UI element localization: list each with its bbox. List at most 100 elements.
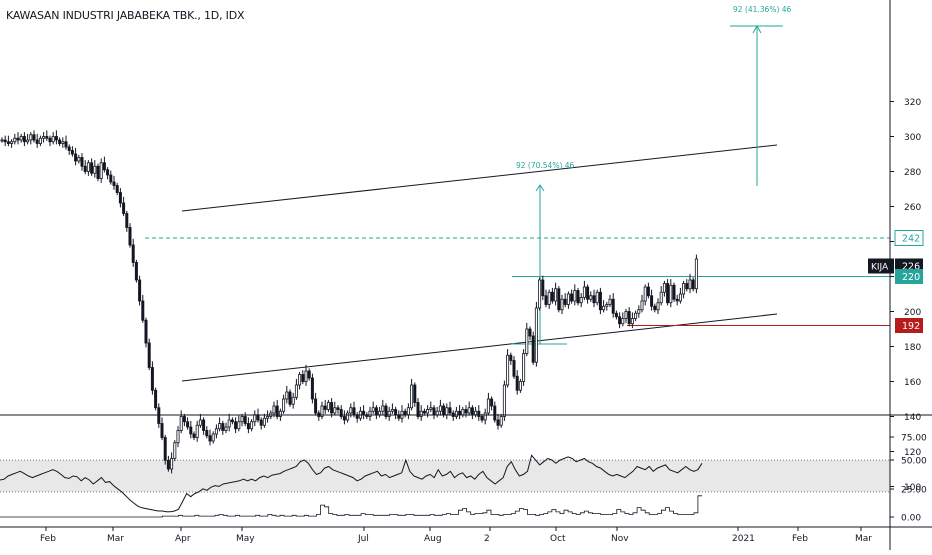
- candle[interactable]: [310, 377, 314, 400]
- candle[interactable]: [608, 298, 612, 305]
- candle[interactable]: [611, 298, 615, 314]
- candle[interactable]: [294, 384, 298, 398]
- candle[interactable]: [125, 213, 129, 228]
- candle[interactable]: [429, 407, 433, 410]
- candle[interactable]: [618, 316, 622, 325]
- candle[interactable]: [538, 279, 542, 309]
- candle[interactable]: [403, 410, 407, 416]
- candle[interactable]: [205, 430, 209, 437]
- candle[interactable]: [490, 398, 494, 407]
- candle[interactable]: [102, 162, 106, 171]
- candle[interactable]: [246, 423, 250, 430]
- candle[interactable]: [384, 405, 388, 417]
- candle[interactable]: [640, 300, 644, 311]
- candle[interactable]: [493, 405, 497, 421]
- candle[interactable]: [602, 305, 606, 311]
- candle[interactable]: [352, 407, 356, 416]
- candle[interactable]: [128, 227, 132, 246]
- candle[interactable]: [214, 428, 218, 435]
- candle[interactable]: [48, 137, 52, 143]
- candle[interactable]: [131, 244, 135, 263]
- candle[interactable]: [422, 410, 426, 414]
- candle[interactable]: [115, 185, 119, 193]
- candle[interactable]: [314, 398, 318, 414]
- candle[interactable]: [678, 293, 682, 302]
- candle[interactable]: [266, 416, 270, 419]
- candle[interactable]: [362, 410, 366, 416]
- candle[interactable]: [16, 137, 20, 141]
- candle[interactable]: [621, 318, 625, 325]
- candle[interactable]: [442, 405, 446, 416]
- candle[interactable]: [112, 181, 116, 186]
- candle[interactable]: [304, 370, 308, 382]
- candle[interactable]: [3, 139, 7, 143]
- candle[interactable]: [32, 134, 36, 141]
- candle[interactable]: [688, 279, 692, 290]
- candle[interactable]: [589, 295, 593, 300]
- candle[interactable]: [432, 407, 436, 416]
- candle[interactable]: [173, 442, 177, 459]
- candle[interactable]: [480, 416, 484, 421]
- candle[interactable]: [240, 416, 244, 423]
- candle[interactable]: [656, 302, 660, 311]
- candle[interactable]: [374, 407, 378, 416]
- candle[interactable]: [387, 410, 391, 417]
- candle[interactable]: [150, 367, 154, 391]
- candle[interactable]: [272, 405, 276, 414]
- candle[interactable]: [22, 136, 26, 143]
- candle[interactable]: [637, 309, 641, 314]
- candle[interactable]: [342, 416, 346, 421]
- candle[interactable]: [70, 150, 74, 155]
- candle[interactable]: [307, 370, 311, 379]
- candle[interactable]: [544, 295, 548, 305]
- candle[interactable]: [448, 407, 452, 414]
- candle[interactable]: [61, 141, 65, 144]
- candle[interactable]: [467, 407, 471, 414]
- candle[interactable]: [243, 416, 247, 424]
- candle[interactable]: [288, 391, 292, 405]
- candle[interactable]: [413, 384, 417, 403]
- candle[interactable]: [259, 419, 263, 426]
- candle[interactable]: [563, 298, 567, 305]
- candle[interactable]: [570, 293, 574, 302]
- candle[interactable]: [669, 284, 673, 304]
- candle[interactable]: [534, 307, 538, 363]
- candle[interactable]: [560, 298, 564, 311]
- candle[interactable]: [256, 414, 260, 421]
- candle[interactable]: [320, 405, 324, 417]
- candle[interactable]: [438, 405, 442, 412]
- candle[interactable]: [77, 157, 81, 162]
- candle[interactable]: [29, 134, 33, 141]
- candle[interactable]: [333, 407, 337, 414]
- candle[interactable]: [141, 300, 145, 321]
- candle[interactable]: [182, 416, 186, 423]
- candle[interactable]: [10, 141, 14, 144]
- candle[interactable]: [579, 297, 583, 304]
- candle[interactable]: [330, 402, 334, 414]
- candle[interactable]: [278, 410, 282, 417]
- candle[interactable]: [694, 258, 698, 290]
- candle[interactable]: [291, 396, 295, 405]
- candle[interactable]: [237, 421, 241, 430]
- candle[interactable]: [675, 298, 679, 302]
- candle[interactable]: [381, 405, 385, 412]
- candle[interactable]: [426, 409, 430, 414]
- candle[interactable]: [515, 375, 519, 391]
- candle[interactable]: [122, 202, 126, 214]
- candle[interactable]: [51, 136, 55, 143]
- candle[interactable]: [646, 286, 650, 297]
- candle[interactable]: [198, 419, 202, 426]
- candle[interactable]: [662, 283, 666, 293]
- candle[interactable]: [58, 139, 62, 144]
- candle[interactable]: [93, 165, 97, 174]
- candle[interactable]: [458, 410, 462, 416]
- candle[interactable]: [179, 416, 183, 431]
- candle[interactable]: [531, 335, 535, 363]
- candle[interactable]: [502, 384, 506, 417]
- candle[interactable]: [282, 398, 286, 412]
- candle[interactable]: [595, 291, 599, 304]
- candle[interactable]: [99, 162, 103, 179]
- candle[interactable]: [573, 290, 577, 302]
- candle[interactable]: [86, 162, 90, 172]
- candle[interactable]: [134, 262, 138, 281]
